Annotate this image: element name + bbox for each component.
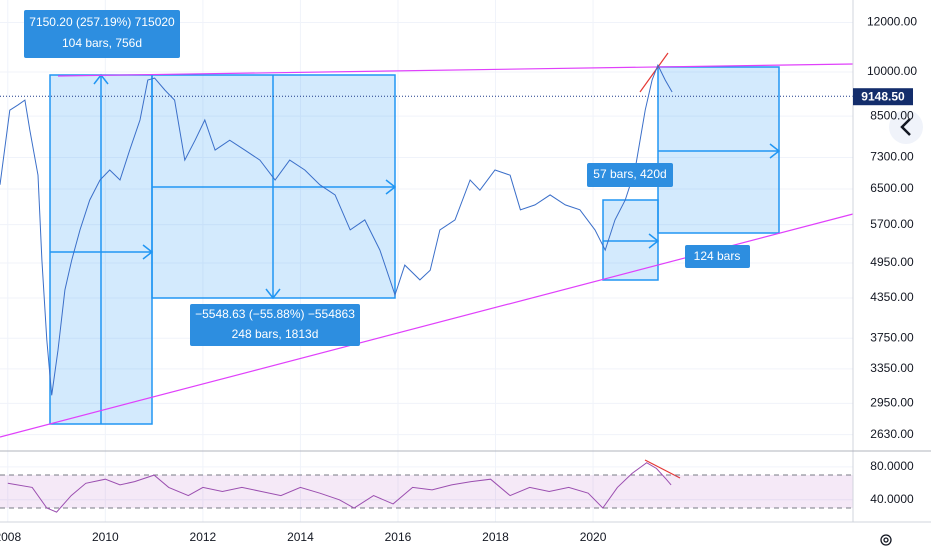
arrows	[603, 233, 660, 249]
rsi-band	[0, 475, 853, 508]
x-tick-label: 2018	[482, 530, 509, 544]
range-box	[657, 66, 780, 234]
plot	[0, 63, 853, 513]
annotation: 7150.20 (257.19%) 715020	[29, 15, 175, 29]
label-box	[685, 245, 750, 268]
collapse-button[interactable]	[889, 110, 923, 144]
range-box	[602, 199, 659, 281]
y-tick-label: 3750.00	[870, 330, 914, 344]
label-box	[190, 304, 360, 346]
last-price-label: 9148.50	[861, 89, 905, 103]
y-tick-label: 2630.00	[870, 427, 914, 441]
x-tick-label: 2014	[287, 530, 314, 544]
y-tick-label: 7300.00	[870, 150, 914, 164]
arrows	[658, 143, 781, 159]
y-tick-label: 8500.00	[870, 108, 914, 122]
y-tick-label: 2950.00	[870, 396, 914, 410]
trend-line	[57, 63, 854, 77]
annotation: 248 bars, 1813d	[232, 327, 319, 341]
annotation: 104 bars, 756d	[62, 36, 142, 50]
series-line	[0, 63, 673, 396]
x-tick-label: 2016	[385, 530, 412, 544]
last-price-box	[853, 88, 913, 106]
y-tick-label: 4350.00	[870, 290, 914, 304]
label-box	[587, 163, 673, 187]
x-tick-label: 2020	[580, 530, 607, 544]
collapse-icon	[900, 118, 911, 136]
trend-line	[644, 459, 681, 479]
trend-line	[639, 52, 669, 93]
x-tick-label: 2010	[92, 530, 119, 544]
y-tick-label: 4950.00	[870, 255, 914, 269]
label-box	[24, 10, 180, 58]
y-tick-label: 80.0000	[870, 459, 914, 473]
arrows	[152, 75, 397, 300]
annotation: −5548.63 (−55.88%) −554863	[195, 307, 355, 321]
y-tick-label: 10000.00	[867, 64, 917, 78]
y-tick-label: 40.0000	[870, 492, 914, 506]
y-tick-label: 5700.00	[870, 217, 914, 231]
settings-icon[interactable]	[880, 534, 892, 546]
annotation: 57 bars, 420d	[593, 167, 666, 181]
grid	[0, 0, 853, 522]
y-tick-label: 6500.00	[870, 181, 914, 195]
x-tick-label: 2012	[190, 530, 217, 544]
y-tick-label: 12000.00	[867, 15, 917, 29]
annotation: 124 bars	[694, 249, 741, 263]
x-tick-label: 2008	[0, 530, 21, 544]
annotation-labels: 7150.20 (257.19%) 715020 104 bars, 756d …	[24, 10, 750, 346]
series-line	[7, 462, 672, 513]
y-tick-label: 3350.00	[870, 361, 914, 375]
